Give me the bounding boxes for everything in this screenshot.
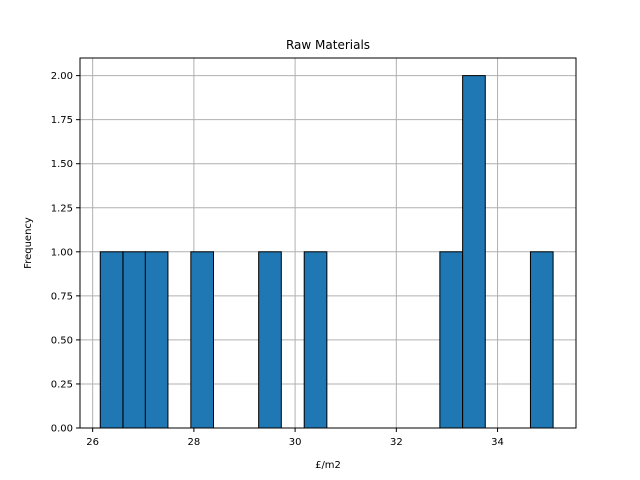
histogram-bar: [258, 251, 282, 429]
plot-frame: [79, 57, 577, 429]
histogram-bar: [122, 251, 147, 429]
y-axis-ticks: 0.00 0.25 0.50 0.75 1.00 1.25 1.50 1.75 2.00: [51, 71, 80, 435]
y-tick-label: 1.00: [51, 247, 73, 258]
y-tick-label: 0.25: [51, 379, 73, 390]
y-axis-label: Frequency: [23, 217, 34, 269]
x-axis-ticks: 26 28 30 32 34: [86, 428, 504, 448]
x-tick-label: 26: [86, 437, 99, 448]
y-tick-label: 0.50: [51, 335, 73, 346]
chart-title: Raw Materials: [286, 38, 370, 52]
y-tick-label: 1.75: [51, 115, 73, 126]
y-tick-label: 1.50: [51, 159, 73, 170]
x-tick-label: 34: [491, 437, 504, 448]
y-tick-label: 1.25: [51, 203, 73, 214]
y-tick-label: 0.75: [51, 291, 73, 302]
y-tick-label: 2.00: [51, 71, 73, 82]
histogram-bar: [439, 251, 464, 429]
x-tick-label: 30: [289, 437, 302, 448]
histogram-bar: [99, 251, 124, 429]
histogram-bar: [462, 75, 486, 429]
histogram-bar: [144, 251, 169, 429]
x-tick-label: 32: [390, 437, 403, 448]
histogram-bar: [190, 251, 214, 429]
histogram-bar: [529, 251, 554, 429]
y-tick-label: 0.00: [51, 424, 73, 435]
histogram-bar: [303, 251, 328, 429]
x-axis-label: £/m2: [315, 460, 341, 471]
x-tick-label: 28: [188, 437, 201, 448]
